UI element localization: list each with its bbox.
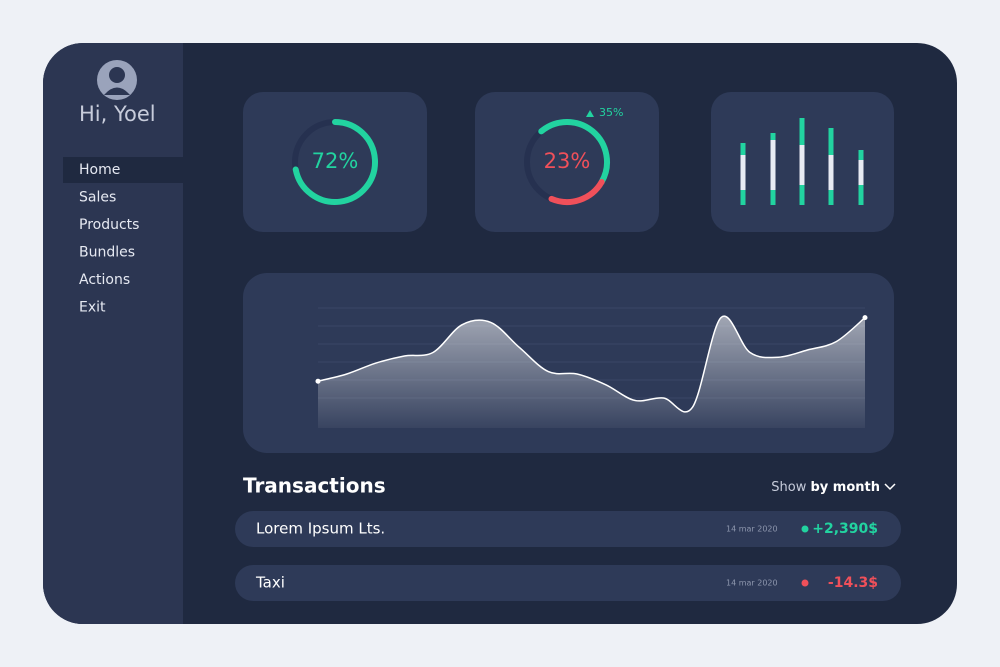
- trend-line: [317, 315, 866, 413]
- transaction-date: 14 mar 2020: [726, 579, 778, 588]
- ring-label: 72%: [312, 149, 359, 173]
- filter[interactable]: Show by month: [771, 480, 880, 495]
- bar-segment: [799, 145, 805, 185]
- menu-item[interactable]: Home: [79, 162, 120, 178]
- bar-segment: [828, 190, 834, 205]
- bar-segment: [770, 133, 776, 140]
- chevron[interactable]: [884, 483, 896, 491]
- bar-segment: [858, 150, 864, 160]
- status-dot: [801, 579, 809, 587]
- avatar-body: [104, 87, 130, 95]
- up-arrow: [586, 110, 594, 117]
- bar-segment: [740, 143, 746, 155]
- avatar-head: [109, 67, 125, 83]
- menu-item[interactable]: Products: [79, 217, 139, 233]
- menu-item[interactable]: Actions: [79, 272, 130, 288]
- trend-endpoint: [862, 315, 868, 321]
- change-label: 35%: [599, 106, 623, 119]
- ring-arc: [548, 179, 605, 205]
- menu-item[interactable]: Exit: [79, 300, 106, 316]
- trend-endpoint: [315, 378, 321, 384]
- ring-label: 23%: [544, 149, 591, 173]
- ring-arc: [292, 119, 378, 205]
- active-menu-bg: [63, 157, 183, 183]
- filter-value: by month: [810, 480, 880, 495]
- bar-segment: [799, 185, 805, 205]
- transaction-amount: +2,390$: [812, 521, 878, 537]
- bar-segment: [858, 160, 864, 185]
- menu-item[interactable]: Sales: [79, 190, 116, 206]
- section-title: Transactions: [243, 474, 386, 498]
- bar-segment: [799, 118, 805, 145]
- transaction-amount: -14.3$: [828, 575, 878, 591]
- ring-rest-arc: [538, 119, 610, 185]
- sidebar: [43, 43, 183, 624]
- card: [475, 92, 659, 232]
- bar-segment: [828, 128, 834, 155]
- filter-prefix: Show: [771, 480, 806, 495]
- transaction-row[interactable]: [235, 565, 901, 601]
- status-dot: [801, 525, 809, 533]
- transaction-row[interactable]: [235, 511, 901, 547]
- bar-segment: [740, 155, 746, 190]
- bar-segment: [828, 155, 834, 190]
- greeting: Hi, Yoel: [79, 102, 156, 126]
- bar-segment: [770, 140, 776, 190]
- transaction-name: Taxi: [255, 574, 285, 592]
- bar-segment: [740, 190, 746, 205]
- transaction-name: Lorem Ipsum Lts.: [256, 520, 385, 538]
- bar-segment: [770, 190, 776, 205]
- card: [243, 92, 427, 232]
- trend-area: [318, 316, 865, 428]
- menu-item[interactable]: Bundles: [79, 245, 135, 261]
- transaction-date: 14 mar 2020: [726, 525, 778, 534]
- bar-segment: [858, 185, 864, 205]
